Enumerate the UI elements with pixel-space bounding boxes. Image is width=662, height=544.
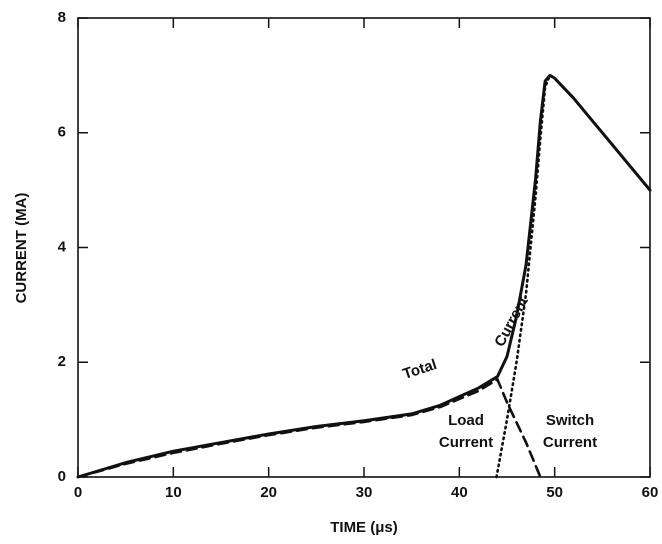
series-line — [495, 74, 652, 479]
annotation: Current — [543, 434, 597, 451]
annotation: Total — [401, 356, 439, 383]
x-tick-label: 40 — [451, 484, 468, 501]
series-line — [76, 378, 542, 479]
y-tick-label: 6 — [58, 124, 66, 141]
annotation: Current — [439, 434, 493, 451]
x-tick-label: 20 — [260, 484, 277, 501]
x-tick-label: 10 — [165, 484, 182, 501]
x-tick-label: 50 — [546, 484, 563, 501]
annotation: Switch — [546, 412, 594, 429]
annotation: Load — [448, 412, 484, 429]
x-tick-label: 30 — [356, 484, 373, 501]
y-tick-label: 4 — [58, 238, 67, 255]
y-tick-label: 8 — [58, 9, 66, 26]
y-tick-label: 0 — [58, 468, 66, 485]
y-axis-label: CURRENT (MA) — [13, 193, 30, 304]
x-tick-label: 60 — [642, 484, 659, 501]
y-tick-label: 2 — [58, 353, 66, 370]
x-tick-label: 0 — [74, 484, 82, 501]
x-axis-label: TIME (μs) — [330, 519, 398, 536]
